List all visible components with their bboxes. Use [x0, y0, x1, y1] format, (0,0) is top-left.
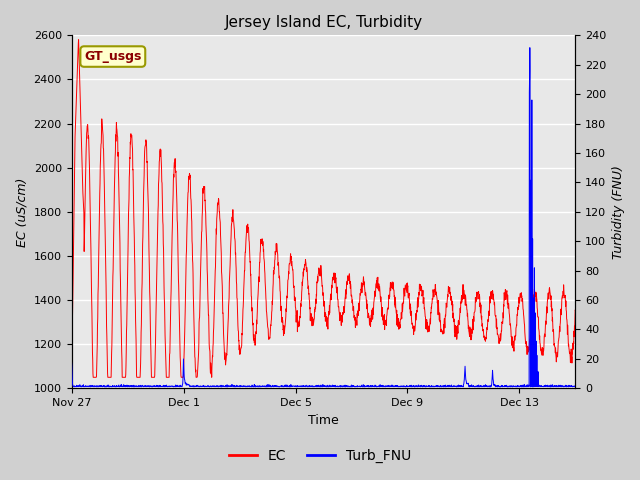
Y-axis label: Turbidity (FNU): Turbidity (FNU) — [612, 165, 625, 259]
X-axis label: Time: Time — [308, 414, 339, 427]
Text: GT_usgs: GT_usgs — [84, 50, 141, 63]
Y-axis label: EC (uS/cm): EC (uS/cm) — [15, 177, 28, 247]
Title: Jersey Island EC, Turbidity: Jersey Island EC, Turbidity — [225, 15, 422, 30]
Legend: EC, Turb_FNU: EC, Turb_FNU — [223, 443, 417, 468]
